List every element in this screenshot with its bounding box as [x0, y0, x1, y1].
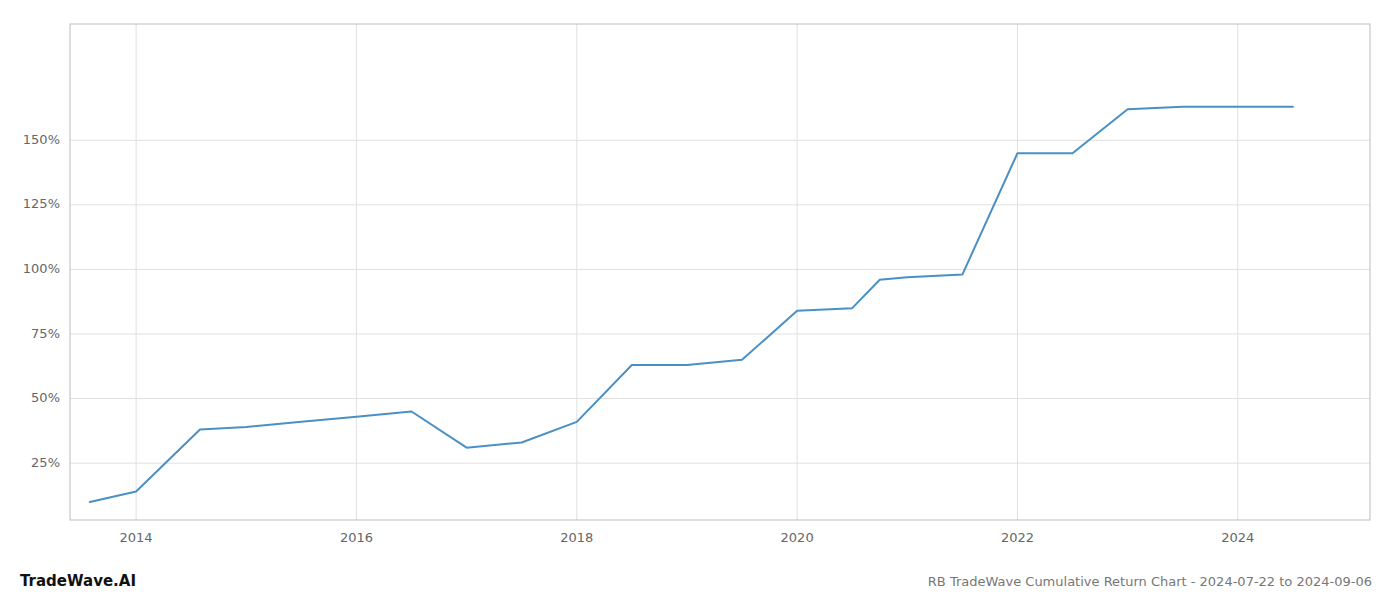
- x-tick-label: 2020: [781, 530, 814, 545]
- x-grid-line: [1237, 24, 1238, 520]
- y-grid-line: [70, 463, 1370, 464]
- y-grid-line: [70, 269, 1370, 270]
- x-grid-line: [1017, 24, 1018, 520]
- y-tick-label: 50%: [31, 390, 60, 405]
- x-tick-label: 2016: [340, 530, 373, 545]
- watermark: TradeWave.AI: [20, 572, 136, 590]
- tick-labels: 25% 50% 75% 100% 125% 150% 2014 2016 2018 2020 202…: [23, 132, 1255, 545]
- x-grid-line: [356, 24, 357, 520]
- x-grid-line: [797, 24, 798, 520]
- y-grid-line: [70, 140, 1370, 141]
- x-tick-label: 2014: [120, 530, 153, 545]
- plot-frame: [70, 24, 1370, 520]
- x-grid-line: [576, 24, 577, 520]
- plot-area: [90, 107, 1293, 502]
- data-line: [90, 107, 1293, 502]
- x-tick-label: 2018: [560, 530, 593, 545]
- y-tick-label: 125%: [23, 196, 60, 211]
- y-grid-line: [70, 204, 1370, 205]
- x-tick-label: 2022: [1001, 530, 1034, 545]
- x-grid-line: [136, 24, 137, 520]
- x-tick-label: 2024: [1221, 530, 1254, 545]
- y-tick-label: 75%: [31, 326, 60, 341]
- chart-title: RB TradeWave Cumulative Return Chart - 2…: [928, 574, 1372, 589]
- y-tick-label: 100%: [23, 261, 60, 276]
- y-tick-label: 25%: [31, 455, 60, 470]
- chart: 25% 50% 75% 100% 125% 150% 2014 2016 2018 2020 202…: [0, 0, 1400, 600]
- y-grid-line: [70, 334, 1370, 335]
- grid: [70, 24, 1370, 520]
- y-grid-line: [70, 398, 1370, 399]
- y-tick-label: 150%: [23, 132, 60, 147]
